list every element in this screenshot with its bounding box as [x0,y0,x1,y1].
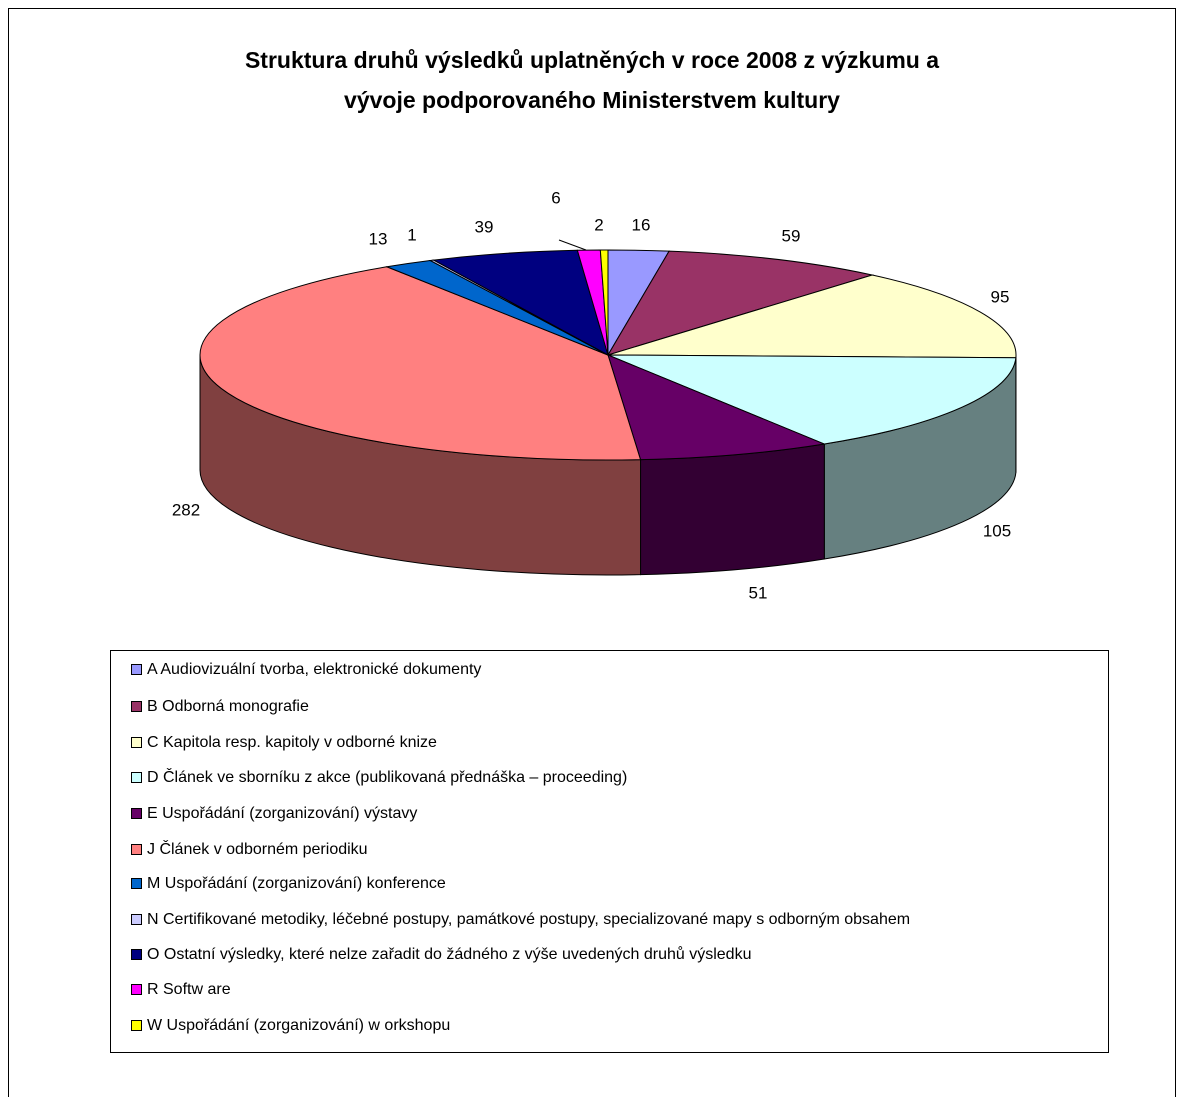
data-label: 1 [407,225,416,244]
legend-label: R Softw are [147,981,231,998]
data-label: 51 [749,583,768,602]
legend-swatch [131,844,142,855]
pie-slice [607,354,827,461]
leader-line [558,239,587,251]
pie-slice [432,249,609,357]
pie-slice [599,249,609,356]
data-label: 16 [632,215,651,234]
legend-swatch [131,808,142,819]
chart-title: Struktura druhů výsledků uplatněných v r… [245,47,939,73]
data-label: 282 [172,500,200,519]
legend-label: B Odborná monografie [147,698,309,715]
legend-label: D Článek ve sborníku z akce (publikovaná… [147,767,627,786]
legend-label: C Kapitola resp. kapitoly v odborné kniz… [147,734,437,751]
legend-swatch [131,701,142,712]
data-label: 59 [782,226,801,245]
legend-swatch [131,664,142,675]
legend [110,650,1109,1053]
pie-slice [199,266,642,461]
data-label: 95 [991,287,1010,306]
legend-swatch [131,1020,142,1031]
legend-label: A Audiovizuální tvorba, elektronické dok… [147,661,481,678]
chart-title: vývoje podporovaného Ministerstvem kultu… [344,87,840,113]
legend-label: M Uspořádání (zorganizování) konference [147,875,446,892]
legend-swatch [131,914,142,925]
legend-swatch [131,949,142,960]
data-label: 13 [369,229,388,248]
legend-swatch [131,984,142,995]
legend-label: O Ostatní výsledky, které nelze zařadit … [147,945,751,963]
legend-label: N Certifikované metodiky, léčebné postup… [147,911,910,928]
pie-slice [607,274,1017,359]
legend-label: W Uspořádání (zorganizování) w orkshopu [147,1017,450,1034]
legend-label: E Uspořádání (zorganizování) výstavy [147,805,417,822]
pie-slice [607,354,1017,445]
data-label: 105 [983,521,1011,540]
legend-swatch [131,878,142,889]
data-label: 6 [551,188,560,207]
legend-label: J Článek v odborném periodiku [147,839,368,858]
data-label: 39 [475,217,494,236]
legend-swatch [131,772,142,783]
legend-swatch [131,737,142,748]
data-label: 2 [594,215,603,234]
pie-side [640,443,825,576]
pie-slice [606,250,875,356]
